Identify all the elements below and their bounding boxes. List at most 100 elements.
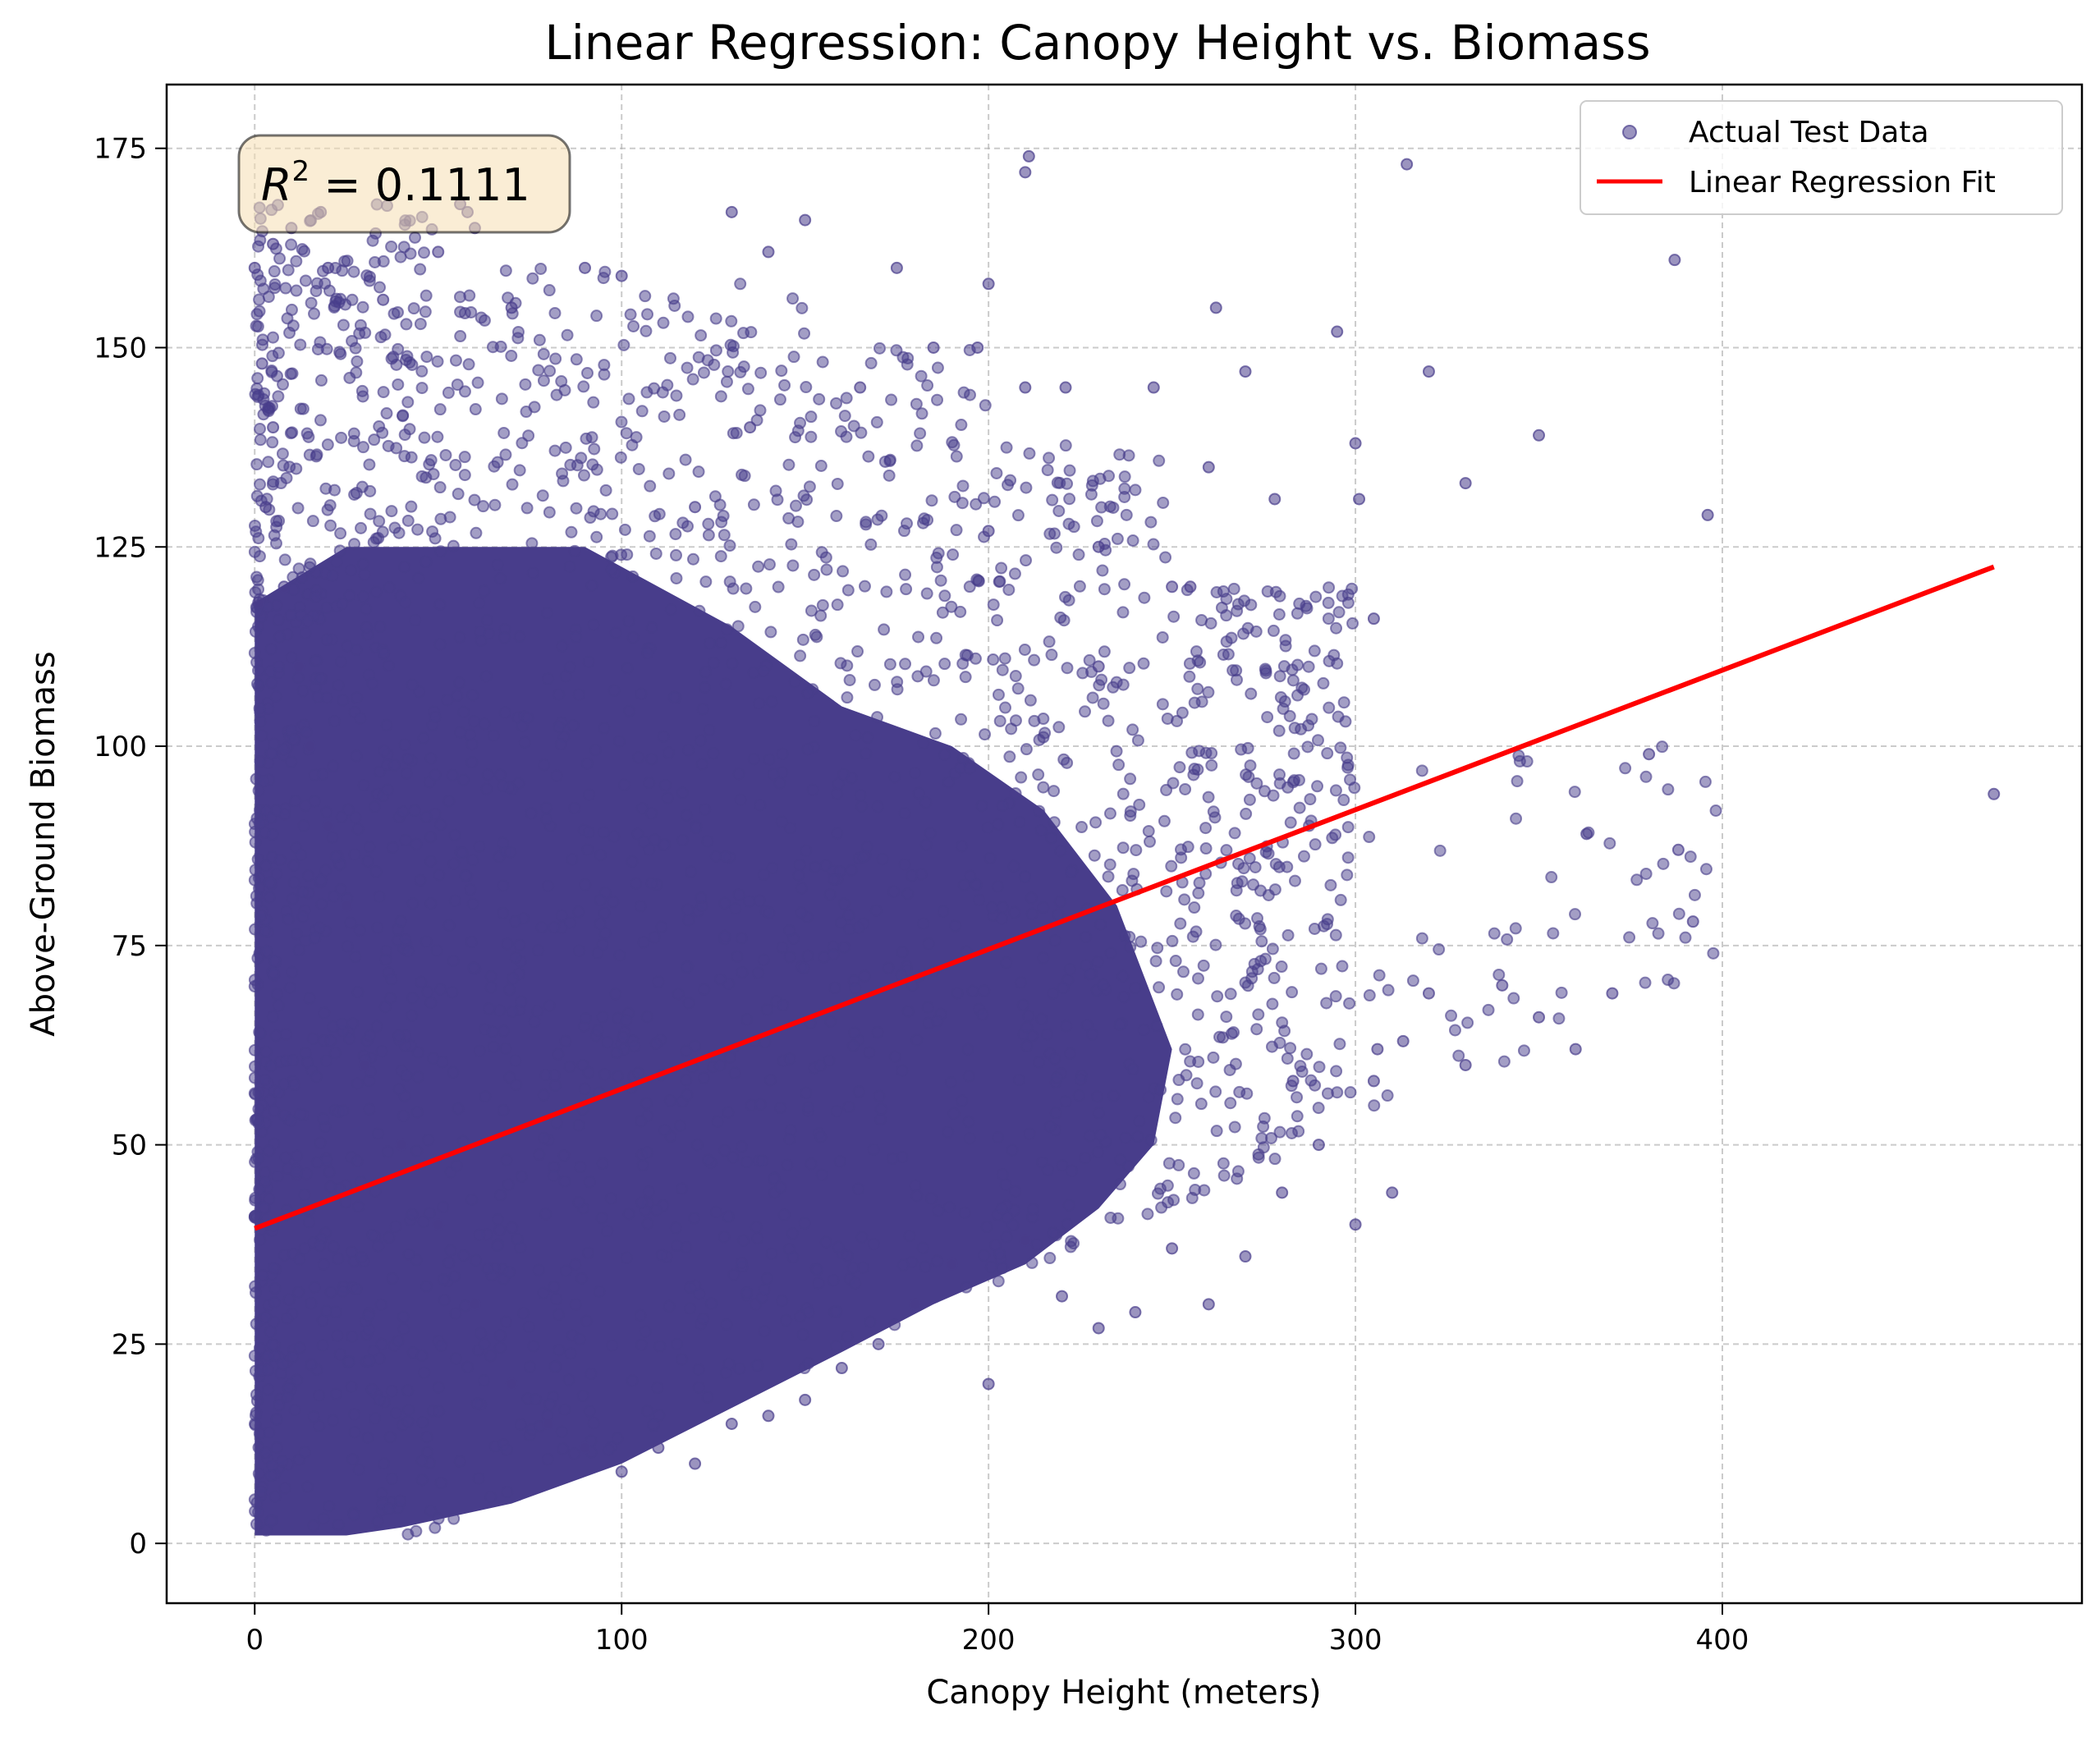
data-point (474, 625, 487, 638)
data-point (359, 326, 372, 339)
data-point (1656, 740, 1669, 754)
data-point (1063, 464, 1076, 477)
data-point (316, 768, 329, 781)
data-point (249, 864, 262, 877)
scatter-points (248, 149, 2001, 1541)
data-point (874, 1113, 887, 1126)
data-point (1237, 862, 1250, 875)
data-point (290, 284, 303, 297)
data-point (982, 277, 995, 291)
data-point (1116, 883, 1129, 896)
data-point (1241, 621, 1254, 635)
data-point (583, 1176, 596, 1189)
data-point (799, 1393, 812, 1406)
data-point (858, 580, 871, 593)
data-point (268, 1281, 282, 1295)
data-point (561, 328, 574, 341)
data-point (378, 1001, 392, 1014)
data-point (397, 241, 410, 254)
data-point (465, 936, 478, 949)
data-point (318, 1006, 331, 1020)
data-point (274, 477, 287, 490)
data-point (872, 1337, 885, 1350)
data-point (1273, 1036, 1286, 1049)
data-point (290, 254, 303, 268)
data-point (697, 366, 710, 379)
data-point (1415, 764, 1428, 777)
data-point (617, 338, 630, 351)
data-point (346, 1330, 359, 1343)
data-point (1059, 439, 1072, 452)
data-point (575, 1272, 589, 1285)
data-point (568, 544, 581, 557)
data-point (437, 1272, 450, 1286)
data-point (254, 715, 267, 728)
data-point (1025, 1256, 1039, 1269)
data-point (1056, 1290, 1069, 1303)
data-point (909, 1298, 922, 1311)
data-point (302, 1216, 315, 1229)
data-point (273, 252, 287, 265)
data-point (268, 265, 281, 278)
data-point (831, 827, 844, 840)
data-point (317, 1258, 330, 1271)
data-point (539, 1208, 553, 1221)
data-point (447, 1512, 461, 1525)
data-point (278, 553, 291, 566)
data-point (862, 450, 875, 463)
data-point (958, 1206, 971, 1219)
data-point (537, 347, 550, 360)
data-point (1154, 1084, 1167, 1097)
data-point (332, 296, 346, 309)
data-point (1228, 827, 1241, 840)
data-point (250, 677, 264, 690)
data-point (1333, 1038, 1346, 1051)
data-point (1250, 777, 1263, 790)
data-point (729, 902, 742, 915)
data-point (1184, 580, 1197, 594)
data-point (783, 924, 796, 937)
data-point (303, 992, 316, 1005)
data-point (921, 514, 934, 527)
data-point (728, 1066, 741, 1079)
data-point (1238, 594, 1251, 607)
data-point (781, 1158, 794, 1171)
data-point (290, 462, 303, 475)
data-point (701, 1391, 714, 1404)
data-point (896, 1064, 909, 1077)
data-point (649, 547, 663, 560)
data-point (956, 752, 970, 765)
data-point (420, 556, 433, 569)
data-point (373, 515, 386, 528)
data-point (1236, 875, 1249, 888)
data-point (774, 1180, 787, 1194)
data-point (543, 284, 556, 297)
data-point (1019, 166, 1032, 179)
data-point (471, 376, 484, 389)
data-point (424, 996, 438, 1009)
data-point (1020, 1020, 1034, 1033)
data-point (778, 378, 791, 392)
data-point (1381, 1089, 1394, 1102)
data-point (426, 525, 439, 539)
data-point (369, 1185, 382, 1198)
data-point (469, 403, 482, 416)
data-point (823, 1054, 836, 1067)
data-point (548, 306, 562, 319)
data-point (1006, 1143, 1019, 1157)
data-point (812, 1276, 825, 1290)
data-point (378, 745, 391, 758)
data-point (587, 1417, 600, 1430)
data-point (324, 1286, 337, 1299)
data-point (1043, 451, 1056, 465)
data-point (1197, 959, 1210, 972)
data-point (319, 277, 332, 290)
data-point (732, 888, 745, 901)
data-point (519, 378, 532, 391)
data-point (1266, 942, 1279, 956)
data-point (279, 282, 292, 295)
data-point (1619, 762, 1632, 775)
data-point (718, 896, 731, 910)
data-point (878, 623, 891, 636)
data-point (1205, 747, 1218, 760)
